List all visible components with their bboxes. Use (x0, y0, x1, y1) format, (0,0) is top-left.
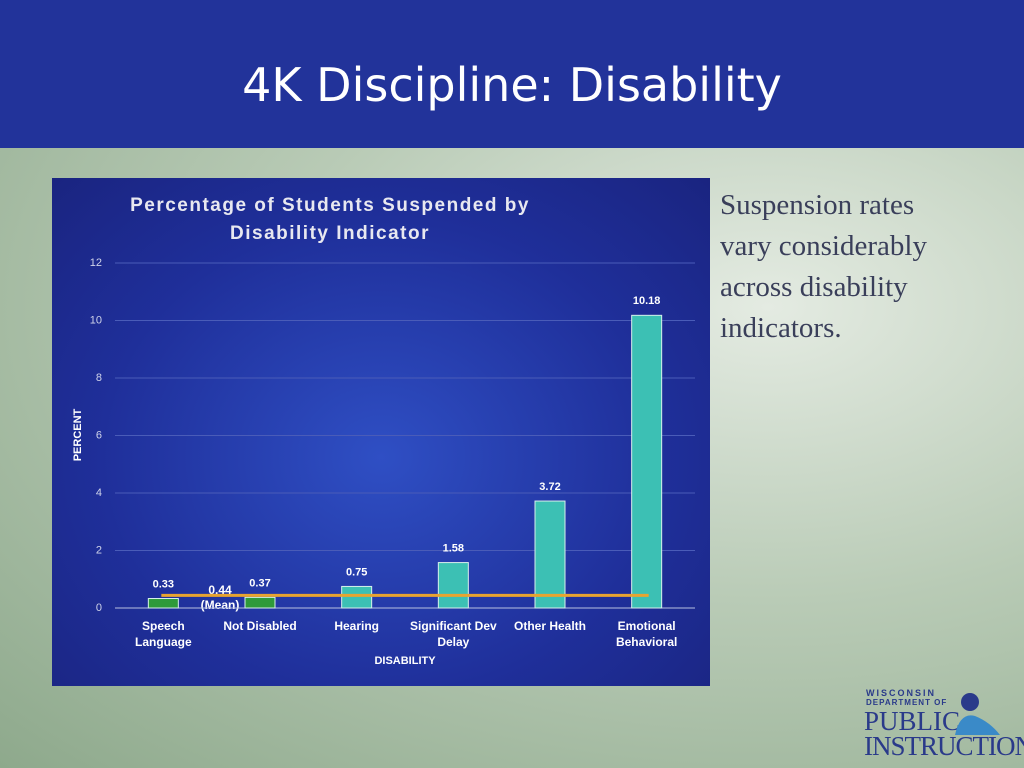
bar (437, 562, 469, 609)
slide-title: 4K Discipline: Disability (242, 58, 782, 112)
data-label: 0.37 (249, 577, 270, 589)
y-tick-label: 8 (96, 372, 102, 384)
x-tick-label: Significant Dev Delay (409, 619, 497, 649)
x-tick-label: Not Disabled (223, 619, 297, 633)
logo-icon (955, 715, 1000, 735)
data-label: 0.75 (346, 566, 367, 578)
x-tick-label: Emotional Behavioral (615, 619, 678, 649)
y-tick-label: 4 (96, 487, 102, 499)
bar (631, 314, 663, 609)
header (0, 0, 1024, 148)
x-tick-label: Hearing (334, 619, 379, 633)
data-label: 0.33 (153, 578, 174, 590)
y-tick-label: 12 (90, 257, 102, 269)
data-label: 1.58 (443, 542, 464, 554)
y-tick-label: 6 (96, 429, 102, 441)
side-text: Suspension rates vary considerably acros… (720, 189, 927, 344)
y-axis-label: PERCENT (72, 408, 84, 461)
y-tick-label: 0 (96, 602, 102, 614)
bar (244, 596, 276, 609)
chart-title: Percentage of Students Suspended by Disa… (130, 195, 530, 244)
logo-text: INSTRUCTION (864, 731, 1024, 761)
data-label: 3.72 (539, 481, 560, 493)
logo-text: PUBLIC (864, 706, 961, 736)
x-tick-label: Other Health (513, 619, 586, 633)
bar (341, 585, 373, 609)
x-tick-label: Speech Language (134, 619, 192, 649)
bar (534, 500, 566, 609)
logo-text: WISCONSIN (866, 688, 937, 698)
bar (147, 598, 179, 609)
y-tick-label: 2 (96, 544, 102, 556)
y-tick-label: 10 (90, 314, 102, 326)
x-axis-label: DISABILITY (374, 655, 436, 667)
data-label: 10.18 (633, 295, 661, 307)
logo-icon (961, 693, 979, 711)
logo-text: DEPARTMENT OF (866, 698, 948, 707)
